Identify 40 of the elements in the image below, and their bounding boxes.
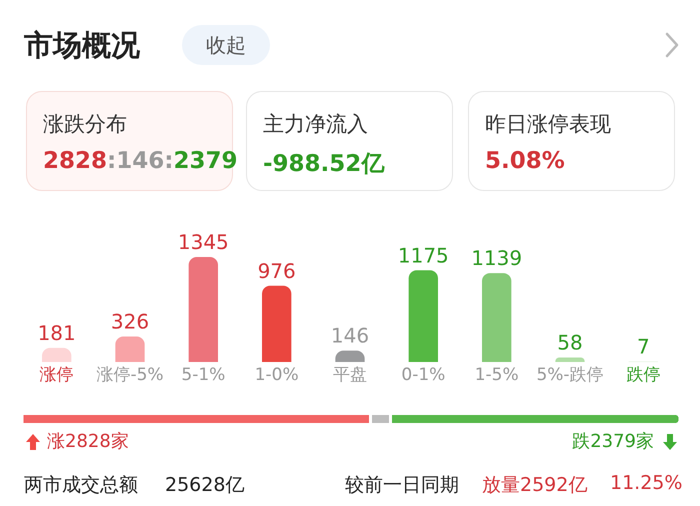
x-tick-label: 1-5% [474,365,519,385]
text: 较前一日同期 [345,473,459,498]
bar [555,357,585,362]
x-tick-label: 0-1% [401,365,446,385]
bar [115,336,145,362]
data-label: 976 [258,258,296,283]
bar [408,270,438,362]
bar [42,348,72,362]
data-label: 326 [110,310,150,334]
text: -988.52亿 [263,150,384,179]
bar [188,257,218,362]
text: 涨2828家 [47,430,129,453]
data-label: 1175 [398,243,449,268]
x-tick-label: 涨停-5% [96,365,164,385]
data-label: 181 [38,320,76,345]
bar [262,286,292,362]
text: 收起 [182,25,270,65]
text: 2828:146:2379 [43,148,238,174]
text: 昨日涨停表现 [485,111,611,138]
text: 两市成交总额 [24,473,138,498]
text: 25628亿 [165,473,244,498]
x-tick-label: 1-0% [254,365,299,385]
text: 11.25% [610,472,682,494]
text: 市场概况 [24,27,140,64]
text: 跌2379家 [572,430,654,453]
x-tick-label: 5%-跌停 [536,365,604,385]
data-label: 1345 [178,230,229,254]
bar [482,273,512,362]
text: 主力净流入 [263,111,368,138]
x-tick-label: 涨停 [40,365,74,385]
data-label: 1139 [471,246,522,270]
x-tick-label: 5-1% [181,365,226,385]
text: 放量2592亿 [482,473,588,498]
text: 涨跌分布 [43,111,127,138]
text: 5.08% [485,148,565,174]
data-label: 7 [636,334,650,358]
data-label: 146 [330,324,370,348]
data-label: 58 [557,330,583,354]
x-tick-label: 跌停 [626,365,660,385]
x-tick-label: 平盘 [333,365,367,385]
